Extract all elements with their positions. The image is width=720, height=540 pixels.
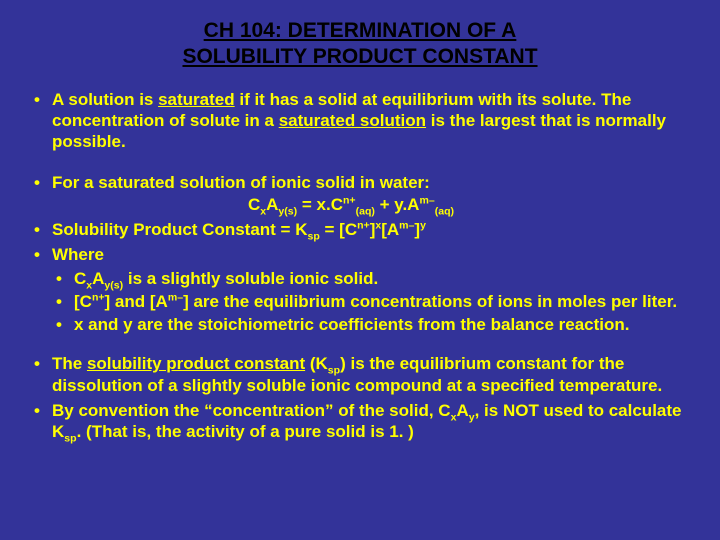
bullet-ksp-definition: Solubility Product Constant = Ksp = [Cn+… [30, 219, 690, 240]
bullet-convention: By convention the “concentration” of the… [30, 400, 690, 443]
bullet-ionic-solid: For a saturated solution of ionic solid … [30, 172, 690, 215]
slide-title: CH 104: DETERMINATION OF A SOLUBILITY PR… [30, 18, 690, 71]
sub-coefficients: x and y are the stoichiometric coefficie… [30, 315, 690, 336]
bullet-saturated: A solution is saturated if it has a soli… [30, 89, 690, 153]
dissolution-equation: CxAy(s) = x.Cn+(aq) + y.Am–(aq) [52, 194, 690, 215]
content-list: A solution is saturated if it has a soli… [30, 89, 690, 443]
sub-concentrations: [Cn+] and [Am–] are the equilibrium conc… [30, 292, 690, 313]
title-line-1: CH 104: DETERMINATION OF A [204, 19, 517, 42]
sub-cxay: CxAy(s) is a slightly soluble ionic soli… [30, 269, 690, 290]
bullet-ksp-explain: The solubility product constant (Ksp) is… [30, 353, 690, 396]
title-line-2: SOLUBILITY PRODUCT CONSTANT [182, 45, 537, 68]
bullet-where: Where [30, 244, 690, 265]
